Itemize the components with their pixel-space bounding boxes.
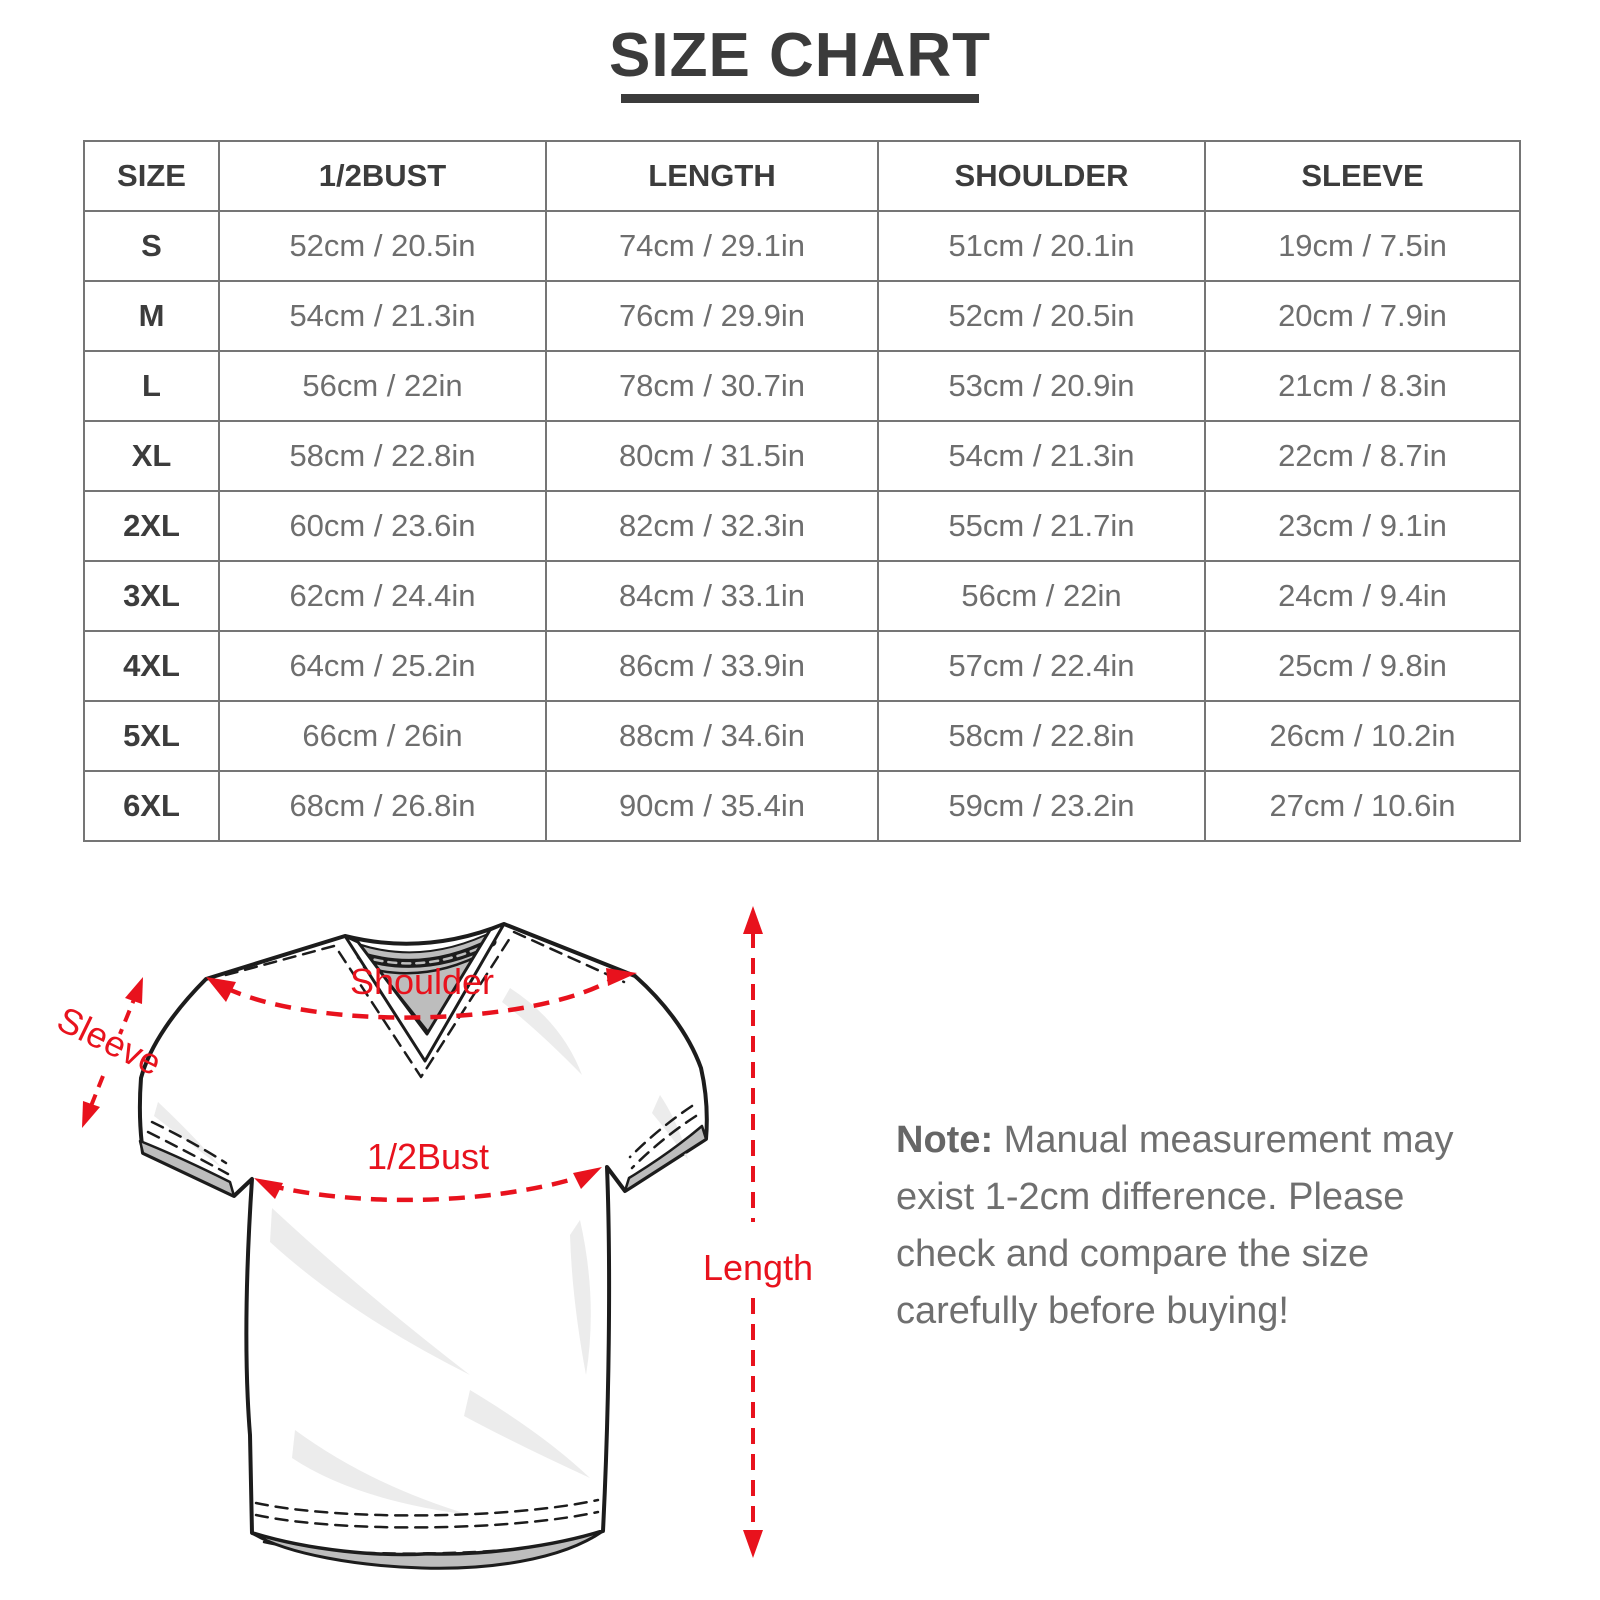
size-cell: 4XL	[83, 630, 220, 702]
measurement-cell: 54cm / 21.3in	[218, 280, 547, 352]
table-row: M 54cm / 21.3in 76cm / 29.9in 52cm / 20.5in…	[83, 280, 1521, 352]
length-measure-label: Length	[703, 1247, 813, 1288]
collar-band	[343, 922, 506, 1063]
measurement-cell: 86cm / 33.9in	[545, 630, 879, 702]
measurement-cell: 56cm / 22in	[218, 350, 547, 422]
arrowheads	[82, 906, 763, 1558]
measurement-cell: 66cm / 26in	[218, 700, 547, 772]
measurement-cell: 21cm / 8.3in	[1204, 350, 1521, 422]
measurement-cell: 52cm / 20.5in	[877, 280, 1206, 352]
measurement-cell: 25cm / 9.8in	[1204, 630, 1521, 702]
measurement-cell: 74cm / 29.1in	[545, 210, 879, 282]
measurement-cell: 27cm / 10.6in	[1204, 770, 1521, 842]
table-row: L 56cm / 22in 78cm / 30.7in 53cm / 20.9in 21…	[83, 350, 1521, 422]
measurement-cell: 76cm / 29.9in	[545, 280, 879, 352]
shoulder-measure-label: Shoulder	[350, 961, 494, 1002]
measurement-cell: 55cm / 21.7in	[877, 490, 1206, 562]
measurement-cell: 80cm / 31.5in	[545, 420, 879, 492]
table-row: 6XL 68cm / 26.8in 90cm / 35.4in 59cm / 23.2…	[83, 770, 1521, 842]
size-cell: M	[83, 280, 220, 352]
column-header: SIZE	[83, 140, 220, 212]
measurement-cell: 78cm / 30.7in	[545, 350, 879, 422]
measurement-cell: 51cm / 20.1in	[877, 210, 1206, 282]
title-underline	[621, 94, 979, 103]
table-row: 3XL 62cm / 24.4in 84cm / 33.1in 56cm / 22in…	[83, 560, 1521, 632]
note-label: Note:	[896, 1119, 994, 1161]
column-header: 1/2BUST	[218, 140, 547, 212]
column-header: SLEEVE	[1204, 140, 1521, 212]
column-header: LENGTH	[545, 140, 879, 212]
measurement-cell: 82cm / 32.3in	[545, 490, 879, 562]
right-cuff-band	[623, 1124, 708, 1193]
size-cell: XL	[83, 420, 220, 492]
sleeve-measure-label: Sleeve	[51, 998, 168, 1083]
measurement-cell: 68cm / 26.8in	[218, 770, 547, 842]
measurement-cell: 84cm / 33.1in	[545, 560, 879, 632]
note-body: Manual measurement may exist 1-2cm diffe…	[896, 1119, 1454, 1332]
measurement-cell: 64cm / 25.2in	[218, 630, 547, 702]
measurement-cell: 57cm / 22.4in	[877, 630, 1206, 702]
tshirt-diagram: Shoulder 1/2Bust Sleeve Length	[51, 906, 813, 1570]
measurement-cell: 53cm / 20.9in	[877, 350, 1206, 422]
table-row: S 52cm / 20.5in 74cm / 29.1in 51cm / 20.1in…	[83, 210, 1521, 282]
hem-band	[250, 1529, 605, 1570]
size-cell: S	[83, 210, 220, 282]
measurement-cell: 62cm / 24.4in	[218, 560, 547, 632]
size-cell: 3XL	[83, 560, 220, 632]
page-title: SIZE CHART	[609, 21, 991, 90]
measurement-cell: 24cm / 9.4in	[1204, 560, 1521, 632]
bust-measure-label: 1/2Bust	[367, 1136, 489, 1177]
measurement-cell: 88cm / 34.6in	[545, 700, 879, 772]
note-text: Note: Manual measurement may exist 1-2cm…	[896, 1112, 1514, 1340]
size-cell: L	[83, 350, 220, 422]
measurement-cell: 90cm / 35.4in	[545, 770, 879, 842]
measurement-cell: 23cm / 9.1in	[1204, 490, 1521, 562]
measurement-cell: 56cm / 22in	[877, 560, 1206, 632]
measurement-cell: 59cm / 23.2in	[877, 770, 1206, 842]
measurement-cell: 58cm / 22.8in	[877, 700, 1206, 772]
measurement-cell: 19cm / 7.5in	[1204, 210, 1521, 282]
measurement-cell: 54cm / 21.3in	[877, 420, 1206, 492]
size-cell: 2XL	[83, 490, 220, 562]
measurement-cell: 60cm / 23.6in	[218, 490, 547, 562]
measurement-cell: 20cm / 7.9in	[1204, 280, 1521, 352]
measurement-cell: 52cm / 20.5in	[218, 210, 547, 282]
table-row: 2XL 60cm / 23.6in 82cm / 32.3in 55cm / 21.7…	[83, 490, 1521, 562]
size-cell: 5XL	[83, 700, 220, 772]
size-table: SIZE 1/2BUST LENGTH SHOULDER SLEEVE S 52cm / …	[83, 140, 1521, 842]
measurement-cell: 58cm / 22.8in	[218, 420, 547, 492]
table-row: XL 58cm / 22.8in 80cm / 31.5in 54cm / 21.3i…	[83, 420, 1521, 492]
measurement-cell: 26cm / 10.2in	[1204, 700, 1521, 772]
table-row: 4XL 64cm / 25.2in 86cm / 33.9in 57cm / 22.4…	[83, 630, 1521, 702]
title-block: SIZE CHART	[0, 20, 1600, 103]
bust-arrow	[267, 1170, 593, 1203]
left-cuff-band	[138, 1139, 236, 1198]
column-header: SHOULDER	[877, 140, 1206, 212]
table-row: 5XL 66cm / 26in 88cm / 34.6in 58cm / 22.8in…	[83, 700, 1521, 772]
measurement-cell: 22cm / 8.7in	[1204, 420, 1521, 492]
size-cell: 6XL	[83, 770, 220, 842]
table-header-row: SIZE 1/2BUST LENGTH SHOULDER SLEEVE	[83, 140, 1521, 212]
